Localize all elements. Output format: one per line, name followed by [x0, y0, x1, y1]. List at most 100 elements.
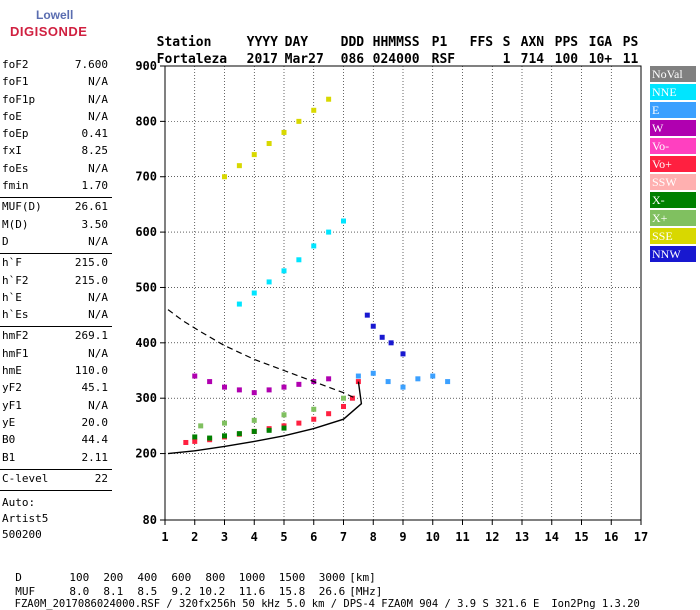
data-point [355, 373, 361, 379]
param-value: 1.70 [81, 179, 109, 193]
footer-d-label: D [15, 571, 22, 584]
footer-d-value: 400 [137, 571, 158, 584]
param-value: 44.4 [81, 433, 109, 447]
header-label-hhmmss: HHMMSS [372, 35, 420, 50]
param-row: foEs N/A [0, 162, 112, 179]
series-sse [222, 96, 332, 180]
footer-d-value: 800 [205, 571, 226, 584]
data-point [281, 268, 287, 274]
param-row: h`F 215.0 [0, 256, 112, 273]
param-value: 269.1 [74, 329, 108, 343]
auto-label: Auto: [2, 496, 36, 510]
param-value: 26.61 [74, 200, 108, 214]
param-name: foEs [2, 161, 29, 175]
param-row: foEp 0.41 [0, 127, 112, 144]
param-name: h`E [2, 290, 22, 304]
dashed-curve [167, 309, 356, 399]
header-value-axn: 714 [520, 52, 545, 67]
x-tick-label: 17 [634, 530, 648, 544]
divider [0, 253, 112, 255]
legend-item-x-minus: X- [650, 192, 696, 208]
param-row: MUF(D) 26.61 [0, 200, 112, 217]
y-tick-label: 300 [135, 391, 157, 405]
x-tick-label: 1 [161, 530, 168, 544]
param-name: foF1p [2, 92, 36, 106]
params-group-virtual-heights: h`F 215.0 h`F2 215.0 h`E N/A h`Es N/A [0, 256, 112, 325]
header-label-yyyy: YYYY [246, 35, 278, 50]
data-point [251, 417, 257, 423]
x-tick-label: 10 [426, 530, 440, 544]
header-value-yyyy: 2017 [246, 52, 278, 67]
y-tick-label: 500 [135, 280, 157, 294]
footer-distance-row: D 100 200 400 600 800 1000 1500 3000 [km] [2, 558, 376, 584]
footer-muf-label: MUF [15, 585, 36, 598]
header-value-ddd: 086 [340, 52, 365, 67]
x-tick-label: 8 [370, 530, 377, 544]
param-value: N/A [88, 290, 108, 304]
legend-item-noval: NoVal [650, 66, 696, 82]
param-value: N/A [88, 75, 108, 89]
param-value: N/A [88, 92, 108, 106]
x-tick-label: 9 [399, 530, 406, 544]
x-tick-label: 11 [455, 530, 469, 544]
legend-item-nne: NNE [650, 84, 696, 100]
data-point [296, 420, 302, 426]
data-point [326, 376, 332, 382]
param-name: yF2 [2, 381, 22, 395]
data-point [266, 141, 272, 147]
y-axis-ticks: 80 200 300 400 500 600 700 800 900 [135, 59, 165, 527]
header-value-hhmmss: 024000 [372, 52, 420, 67]
param-row: h`E N/A [0, 291, 112, 308]
x-tick-label: 16 [604, 530, 618, 544]
data-point [207, 435, 213, 441]
series-nnw [364, 312, 406, 357]
param-row-c-level: C-level 22 [0, 472, 112, 489]
param-row: foF2 7.600 [0, 58, 112, 75]
footer-d-unit: [km] [349, 571, 376, 584]
data-point [281, 129, 287, 135]
data-point [326, 229, 332, 235]
data-point [341, 218, 346, 224]
param-name: hmF1 [2, 346, 29, 360]
data-point [296, 257, 302, 263]
param-row: foE N/A [0, 110, 112, 127]
param-value: N/A [88, 346, 108, 360]
params-group-profile: hmF2 269.1 hmF1 N/A hmE 110.0 yF2 45.1 yF1 N/… [0, 329, 112, 467]
x-tick-label: 4 [251, 530, 258, 544]
divider [0, 197, 112, 199]
data-point [311, 406, 317, 412]
header-label-s: S [502, 35, 511, 50]
header-label-iga: IGA [588, 35, 613, 50]
footer-muf-unit: [MHz] [349, 585, 383, 598]
x-tick-label: 5 [280, 530, 287, 544]
header-value-p1: RSF [431, 52, 456, 67]
param-row: hmF2 269.1 [0, 329, 112, 346]
param-name: fmin [2, 179, 29, 193]
param-name: yF1 [2, 398, 22, 412]
data-point [296, 118, 302, 124]
header-value-s: 1 [502, 52, 511, 67]
series-nne [236, 218, 346, 307]
y-tick-label: 800 [135, 114, 157, 128]
series-e [355, 370, 451, 390]
data-point [222, 174, 227, 180]
data-point [341, 404, 346, 409]
header-label-ffs: FFS [469, 35, 494, 50]
x-tick-label: 6 [310, 530, 317, 544]
footer-muf-row: MUF 8.0 8.1 8.5 9.2 10.2 11.6 15.8 26.6 [MHz] [2, 572, 382, 598]
y-tick-label: 200 [135, 447, 157, 461]
x-axis-ticks: 1 2 3 4 5 6 7 8 9 10 11 12 13 14 15 16 17 [161, 520, 648, 544]
param-name: C-level [2, 471, 49, 485]
header-label-pps: PPS [554, 35, 579, 50]
data-point [388, 340, 394, 346]
param-value: N/A [88, 398, 108, 412]
footer-muf-value: 9.2 [171, 585, 192, 598]
footer-muf-value: 11.6 [238, 585, 266, 598]
data-point [222, 384, 227, 390]
x-tick-label: 7 [340, 530, 347, 544]
param-row: h`Es N/A [0, 308, 112, 325]
param-value: 7.600 [74, 58, 108, 71]
param-row: fxI 8.25 [0, 144, 112, 161]
header-value-iga: 10+ [588, 52, 613, 67]
